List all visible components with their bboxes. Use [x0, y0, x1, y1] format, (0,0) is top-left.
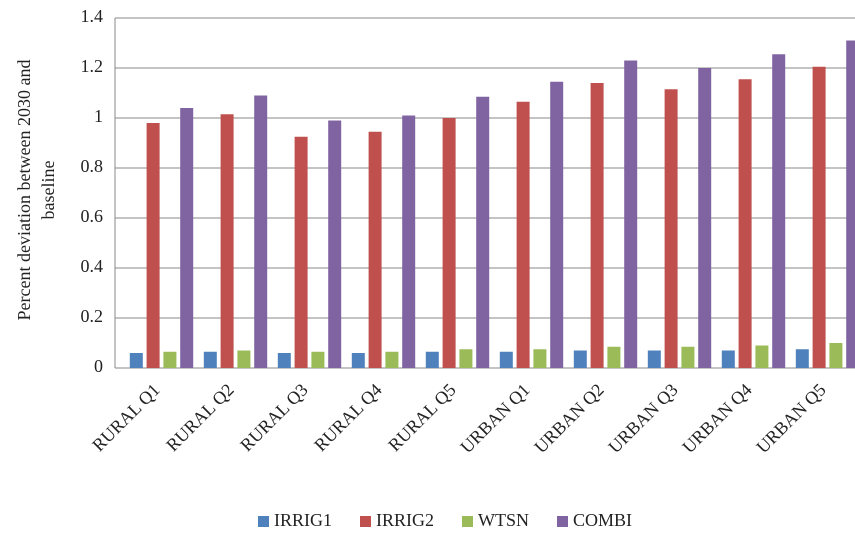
x-tick-label: RURAL Q2 — [162, 380, 238, 456]
legend-label: IRRIG1 — [274, 510, 332, 530]
y-tick-label: 0 — [94, 356, 103, 376]
y-tick-label: 1.2 — [81, 56, 104, 76]
x-tick-label: URBAN Q4 — [678, 380, 755, 457]
bar — [328, 120, 342, 368]
bar — [647, 350, 661, 368]
bar — [795, 349, 809, 368]
bar — [203, 351, 217, 368]
bar — [846, 40, 855, 368]
bar — [129, 353, 143, 368]
x-tick-label: URBAN Q2 — [530, 380, 607, 457]
bar — [772, 54, 786, 368]
bar — [681, 346, 695, 368]
legend-swatch — [257, 516, 269, 527]
bar — [738, 79, 752, 368]
x-tick-label: RURAL Q4 — [310, 380, 386, 456]
bar — [664, 89, 678, 368]
y-tick-label: 0.8 — [81, 156, 104, 176]
bar — [459, 349, 473, 368]
legend-label: COMBI — [573, 510, 632, 530]
bar — [180, 108, 194, 368]
bar — [476, 96, 490, 368]
x-tick-label: URBAN Q5 — [752, 380, 829, 457]
bar — [237, 350, 251, 368]
bar — [590, 83, 604, 368]
bar — [402, 115, 416, 368]
bar — [294, 136, 308, 368]
legend-swatch — [461, 516, 473, 527]
y-axis-label: Percent deviation between 2030 and — [14, 60, 34, 321]
legend-label: WTSN — [478, 510, 529, 530]
legend-swatch — [359, 516, 371, 527]
legend-swatch — [556, 516, 568, 527]
x-tick-label: URBAN Q3 — [604, 380, 681, 457]
y-axis-label: baseline — [38, 161, 58, 220]
bar — [624, 60, 638, 368]
bar — [163, 351, 177, 368]
y-tick-label: 1.4 — [81, 6, 104, 26]
y-tick-label: 1 — [94, 106, 103, 126]
bar — [277, 353, 291, 368]
x-tick-label: RURAL Q3 — [236, 380, 312, 456]
bar — [368, 131, 382, 368]
y-tick-label: 0.2 — [81, 306, 104, 326]
x-tick-label: RURAL Q1 — [88, 380, 164, 456]
bar — [755, 345, 769, 368]
x-tick-label: URBAN Q1 — [456, 380, 533, 457]
y-tick-label: 0.6 — [81, 206, 104, 226]
bar — [385, 351, 399, 368]
bar — [425, 351, 439, 368]
legend-label: IRRIG2 — [376, 510, 434, 530]
bar — [573, 350, 587, 368]
bar — [721, 350, 735, 368]
bar — [351, 353, 365, 368]
bar — [146, 123, 160, 368]
bar — [442, 118, 456, 368]
bar — [550, 81, 564, 368]
y-tick-label: 0.4 — [81, 256, 104, 276]
bar — [499, 351, 513, 368]
bar — [220, 114, 234, 368]
bar — [607, 346, 621, 368]
bar — [254, 95, 268, 368]
x-tick-label: RURAL Q5 — [384, 380, 460, 456]
bar — [829, 343, 843, 368]
bar — [516, 101, 530, 368]
bar — [311, 351, 325, 368]
bar — [812, 66, 826, 368]
bar — [533, 349, 547, 368]
bar — [698, 68, 712, 368]
